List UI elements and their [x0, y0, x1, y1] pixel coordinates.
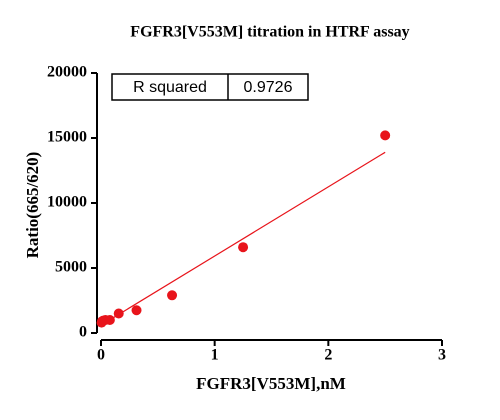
y-tick-label: 20000	[47, 64, 87, 81]
y-axis-label: Ratio(665/620)	[23, 152, 42, 259]
x-tick-label: 3	[438, 347, 446, 364]
x-tick-label: 0	[97, 347, 105, 364]
stats-table	[111, 73, 309, 101]
x-axis-label: FGFR3[V553M],nM	[196, 374, 346, 393]
y-tick-label: 15000	[47, 129, 87, 146]
data-point	[96, 317, 107, 328]
data-point	[380, 130, 391, 141]
data-point	[131, 305, 142, 316]
y-tick-label: 10000	[47, 194, 87, 211]
x-tick-label: 2	[324, 347, 332, 364]
data-point	[238, 242, 249, 253]
data-point	[113, 308, 124, 319]
chart-title: FGFR3[V553M] titration in HTRF assay	[130, 24, 409, 41]
fit-line	[100, 151, 386, 326]
data-point	[167, 290, 178, 301]
x-tick-label: 1	[211, 347, 219, 364]
y-tick-label: 0	[79, 324, 87, 341]
y-tick-label: 5000	[55, 259, 87, 276]
stats-label: R squared	[133, 79, 207, 96]
stats-value: 0.9726	[244, 79, 293, 96]
